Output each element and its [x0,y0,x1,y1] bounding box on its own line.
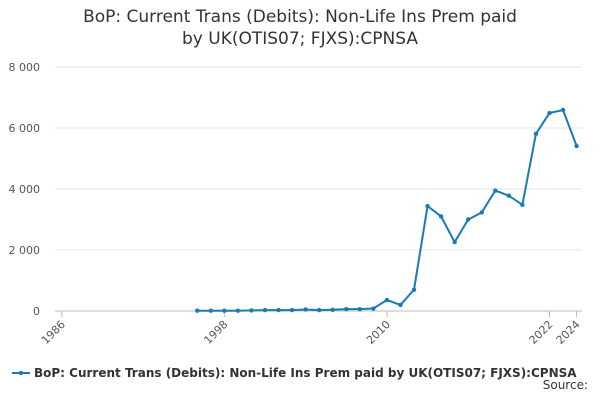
point [249,308,254,313]
x-tick-label: 2022 [527,318,556,347]
point [520,202,525,208]
x-tick-label: 1998 [201,318,230,347]
y-tick-label: 4 000 [9,183,41,196]
point [533,131,539,136]
point [384,297,390,303]
point [222,308,227,313]
point [289,307,295,313]
y-tick-label: 2 000 [9,244,41,257]
point [316,307,322,313]
point [208,308,213,313]
chart-title: BoP: Current Trans (Debits): Non-Life In… [83,7,517,49]
point [276,307,281,313]
point [357,306,363,312]
point [371,306,376,311]
point [466,217,471,222]
legend-swatch [18,370,24,376]
x-tick-label: 1986 [39,318,68,347]
point [506,193,512,198]
point [452,239,457,245]
series-line [197,108,578,312]
point [425,203,430,209]
point [560,107,566,113]
point [438,214,444,219]
point [344,306,349,312]
point [235,308,241,313]
point [303,307,308,312]
point [398,302,403,308]
y-tick-label: 0 [33,305,40,318]
point [574,143,579,149]
point [195,308,200,313]
point [479,210,484,215]
point [547,110,552,116]
point [330,307,335,312]
y-tick-label: 8 000 [9,61,41,74]
x-tick-label: 2010 [364,318,393,347]
point [411,287,417,292]
legend-label: BoP: Current Trans (Debits): Non-Life In… [34,366,577,380]
y-tick-label: 6 000 [9,122,41,135]
point [262,307,268,313]
x-tick-label: 2024 [554,318,583,347]
source: Source: [543,378,588,392]
point [493,188,498,193]
